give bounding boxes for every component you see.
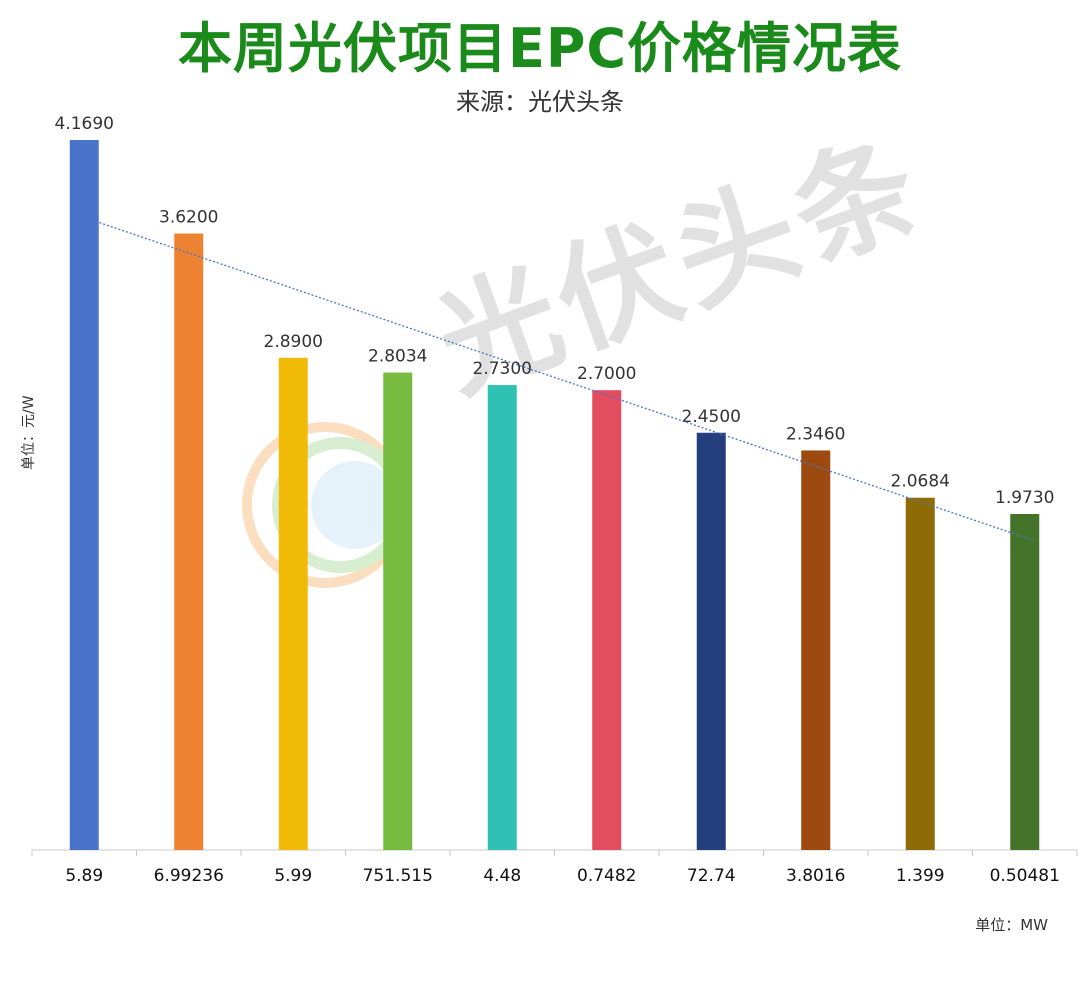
x-tick-label: 5.99 <box>274 866 312 886</box>
bar <box>1010 513 1040 850</box>
x-tick-label: 4.48 <box>483 866 521 886</box>
bar-value-label: 2.8034 <box>368 347 427 367</box>
bar <box>801 450 831 850</box>
x-tick-label: 72.74 <box>687 866 736 886</box>
bar-value-label: 2.7300 <box>473 359 532 379</box>
trendline <box>84 216 1035 542</box>
bar <box>592 390 622 850</box>
bar-value-label: 4.1690 <box>55 114 114 134</box>
bar-value-label: 2.7000 <box>577 364 636 384</box>
bar-value-label: 2.4500 <box>682 407 741 427</box>
x-tick-label: 751.515 <box>363 866 433 886</box>
bar <box>174 233 204 850</box>
bar <box>383 372 413 850</box>
x-axis-label: 单位：MW <box>975 916 1048 934</box>
bar <box>905 497 935 850</box>
chart-subtitle: 来源：光伏头条 <box>456 88 624 116</box>
x-tick-label: 3.8016 <box>786 866 845 886</box>
watermark-logo-icon <box>242 422 408 588</box>
bar-value-label: 2.3460 <box>786 424 845 444</box>
x-tick-label: 6.99236 <box>154 866 224 886</box>
bar <box>69 140 99 850</box>
bar-value-label: 3.6200 <box>159 207 218 227</box>
chart-title: 本周光伏项目EPC价格情况表 <box>177 17 903 80</box>
x-tick-label: 0.7482 <box>577 866 636 886</box>
bar-value-label: 1.9730 <box>995 488 1054 508</box>
x-tick-label: 1.399 <box>896 866 945 886</box>
bar <box>278 357 308 850</box>
x-tick-label: 0.50481 <box>990 866 1060 886</box>
bar <box>696 432 726 850</box>
bar-value-label: 2.8900 <box>264 332 323 352</box>
bar-value-label: 2.0684 <box>891 472 950 492</box>
bar <box>487 385 517 850</box>
x-tick-label: 5.89 <box>65 866 103 886</box>
